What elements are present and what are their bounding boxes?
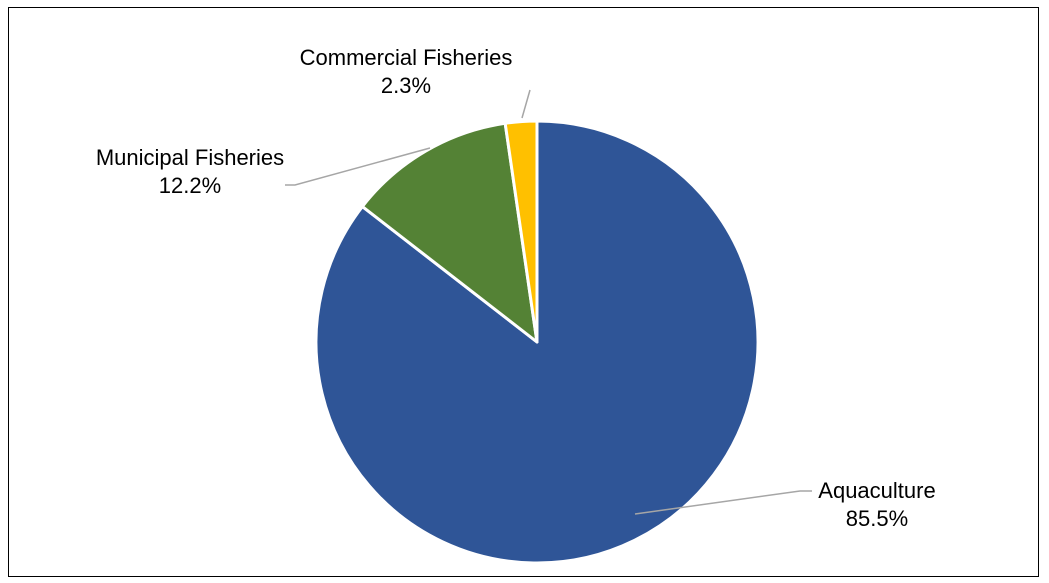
slice-name-aquaculture: Aquaculture [818, 478, 935, 503]
slice-labels: Aquaculture 85.5% Municipal Fisheries 12… [96, 45, 936, 531]
slice-name-commercial: Commercial Fisheries [300, 45, 513, 70]
pie-slices [314, 119, 760, 565]
slice-value-commercial: 2.3% [381, 73, 431, 98]
pie-slice-municipal [360, 121, 539, 344]
leader-line-commercial [521, 89, 531, 119]
pie-slice-commercial [503, 119, 539, 344]
slice-value-aquaculture: 85.5% [846, 506, 908, 531]
slice-name-municipal: Municipal Fisheries [96, 145, 284, 170]
slice-value-municipal: 12.2% [159, 173, 221, 198]
leader-line-aquaculture [634, 490, 812, 515]
leader-lines [285, 89, 812, 515]
leader-line-municipal [285, 147, 431, 186]
